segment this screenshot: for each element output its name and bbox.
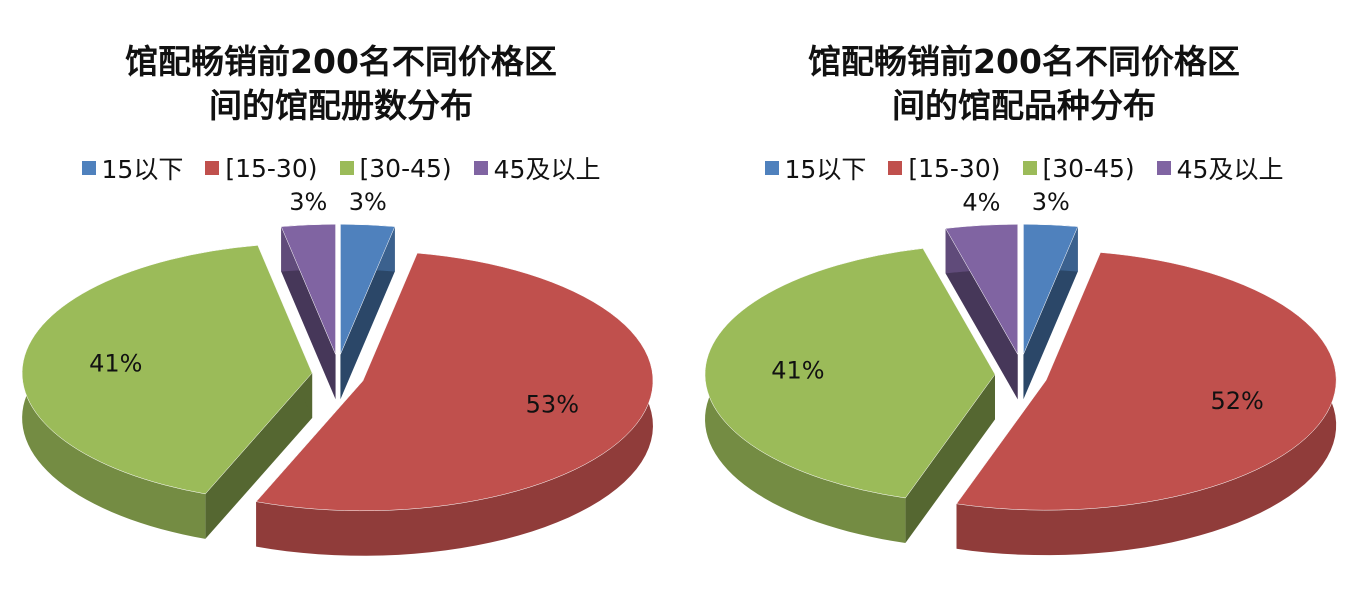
legend-label: [15-30): [225, 153, 318, 183]
legend-label: 15以下: [784, 155, 867, 184]
data-label: 41%: [771, 357, 824, 385]
pie-slice: [21, 245, 313, 495]
legend-item: [30-45): [339, 150, 452, 186]
data-label: 52%: [1211, 387, 1264, 415]
pie-slice: [340, 224, 396, 355]
data-label: 41%: [89, 350, 142, 378]
legend-swatch: [81, 161, 96, 175]
legend-swatch: [339, 161, 354, 175]
pie-plot: 3% 52% 41% 4%: [704, 188, 1337, 556]
slice-wall: [256, 253, 653, 556]
pie-slice: [956, 252, 1337, 511]
legend-label: [30-45): [359, 153, 452, 183]
chart: 馆配畅销前200名不同价格区 间的馆配品种分布 15以下 [15-30) [30-45)…: [683, 0, 1365, 591]
legend-item: [15-30): [205, 150, 318, 186]
data-label: 3%: [1032, 188, 1070, 216]
legend-label: 45及以上: [493, 155, 601, 184]
legend-swatch: [205, 161, 220, 175]
legend-label: 45及以上: [1176, 155, 1284, 184]
data-label: 3%: [289, 188, 327, 216]
chart-title: 馆配畅销前200名不同价格区 间的馆配品种分布: [683, 40, 1365, 128]
slice-side: [205, 373, 313, 539]
legend-swatch: [473, 161, 488, 175]
legend-swatch: [1022, 161, 1037, 175]
legend-label: [30-45): [1042, 153, 1135, 183]
pie-slice: [945, 224, 1018, 356]
pie-slice: [255, 252, 654, 512]
legend-item: [30-45): [1022, 150, 1135, 186]
pie-plot: 3% 53% 41% 3%: [21, 188, 654, 556]
legend-swatch: [1156, 161, 1171, 175]
legend-item: [15-30): [888, 150, 1001, 186]
pie-slice: [280, 224, 336, 355]
data-label: 4%: [962, 188, 1000, 216]
data-label: 3%: [349, 188, 387, 216]
pie-slice: [704, 248, 996, 499]
chart: 馆配畅销前200名不同价格区 间的馆配册数分布 15以下 [15-30) [30-45)…: [0, 0, 682, 591]
legend-label: 15以下: [101, 155, 184, 184]
legend-item: 45及以上: [1156, 150, 1284, 186]
chart-title: 馆配畅销前200名不同价格区 间的馆配册数分布: [0, 40, 682, 128]
data-label: 53%: [526, 390, 579, 418]
title-line: 馆配畅销前200名不同价格区: [808, 42, 1240, 81]
legend: 15以下 [15-30) [30-45) 45及以上: [0, 150, 682, 186]
legend-swatch: [764, 161, 779, 175]
legend-label: [15-30): [908, 153, 1001, 183]
title-line: 馆配畅销前200名不同价格区: [125, 42, 557, 81]
title-line: 间的馆配品种分布: [892, 86, 1156, 125]
legend-swatch: [888, 161, 903, 175]
legend: 15以下 [15-30) [30-45) 45及以上: [683, 150, 1365, 186]
legend-item: 15以下: [764, 150, 867, 186]
slice-side: [905, 374, 996, 543]
pie-slice: [1023, 224, 1079, 355]
title-line: 间的馆配册数分布: [209, 86, 473, 125]
legend-item: 45及以上: [473, 150, 601, 186]
legend-item: 15以下: [81, 150, 184, 186]
